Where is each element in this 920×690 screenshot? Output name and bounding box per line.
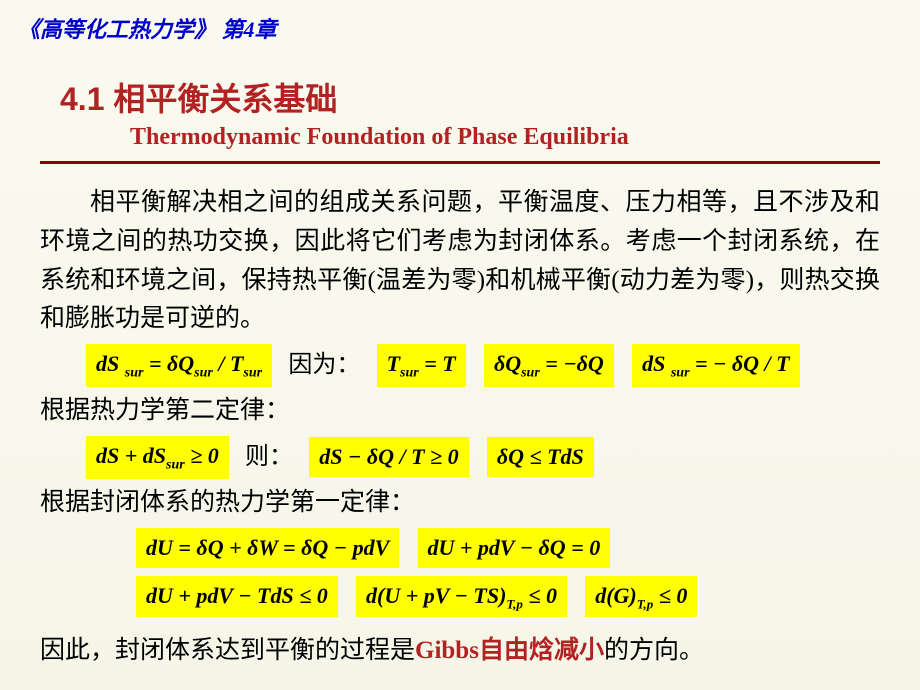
eq-dUPVTS: d(U + pV − TS)T,p ≤ 0	[356, 576, 567, 618]
title-english: Thermodynamic Foundation of Phase Equili…	[60, 124, 920, 151]
equation-row-3: dU = δQ + δW = δQ − pdV dU + pdV − δQ = …	[40, 525, 880, 571]
intro-paragraph: 相平衡解决相之间的组成关系问题，平衡温度、压力相等，且不涉及和环境之间的热功交换…	[40, 184, 880, 339]
title-chinese: 4.1 相平衡关系基础	[60, 74, 920, 120]
eq-dU-zero: dU + pdV − δQ = 0	[418, 528, 611, 568]
equation-row-1: dS sur = δQsur / Tsur 因为： Tsur = T δQsur…	[40, 341, 880, 390]
label-first-law: 根据封闭体系的热力学第一定律：	[40, 484, 880, 523]
gibbs-text: Gibbs自由焓减小	[415, 637, 604, 664]
eq-dU-TdS: dU + pdV − TdS ≤ 0	[136, 576, 338, 616]
section-title: 4.1 相平衡关系基础 Thermodynamic Foundation of …	[0, 44, 920, 151]
label-because: 因为：	[288, 347, 360, 384]
eq-dSsur-val: dS sur = − δQ / T	[632, 344, 800, 387]
chapter-header: 《高等化工热力学》 第4章	[0, 0, 920, 44]
eq-Qsur: δQsur = −δQ	[484, 344, 614, 387]
eq-dG: d(G)T,p ≤ 0	[585, 576, 697, 618]
eq-Q-TdS: δQ ≤ TdS	[487, 437, 594, 477]
conclusion-pre: 因此，封闭体系达到平衡的过程是	[40, 637, 415, 664]
eq-dS-sum: dS + dSsur ≥ 0	[86, 436, 229, 479]
conclusion: 因此，封闭体系达到平衡的过程是Gibbs自由焓减小的方向。	[40, 632, 880, 671]
equation-row-2: dS + dSsur ≥ 0 则： dS − δQ / T ≥ 0 δQ ≤ T…	[40, 433, 880, 482]
conclusion-post: 的方向。	[604, 637, 704, 664]
label-then: 则：	[245, 439, 293, 476]
eq-dU: dU = δQ + δW = δQ − pdV	[136, 528, 399, 568]
eq-dS-ineq: dS − δQ / T ≥ 0	[309, 437, 468, 477]
label-second-law: 根据热力学第二定律：	[40, 392, 880, 431]
eq-Tsur: Tsur = T	[377, 344, 466, 387]
slide-content: 相平衡解决相之间的组成关系问题，平衡温度、压力相等，且不涉及和环境之间的热功交换…	[0, 164, 920, 671]
eq-dS-sur: dS sur = δQsur / Tsur	[86, 344, 272, 387]
equation-row-4: dU + pdV − TdS ≤ 0 d(U + pV − TS)T,p ≤ 0…	[40, 573, 880, 621]
